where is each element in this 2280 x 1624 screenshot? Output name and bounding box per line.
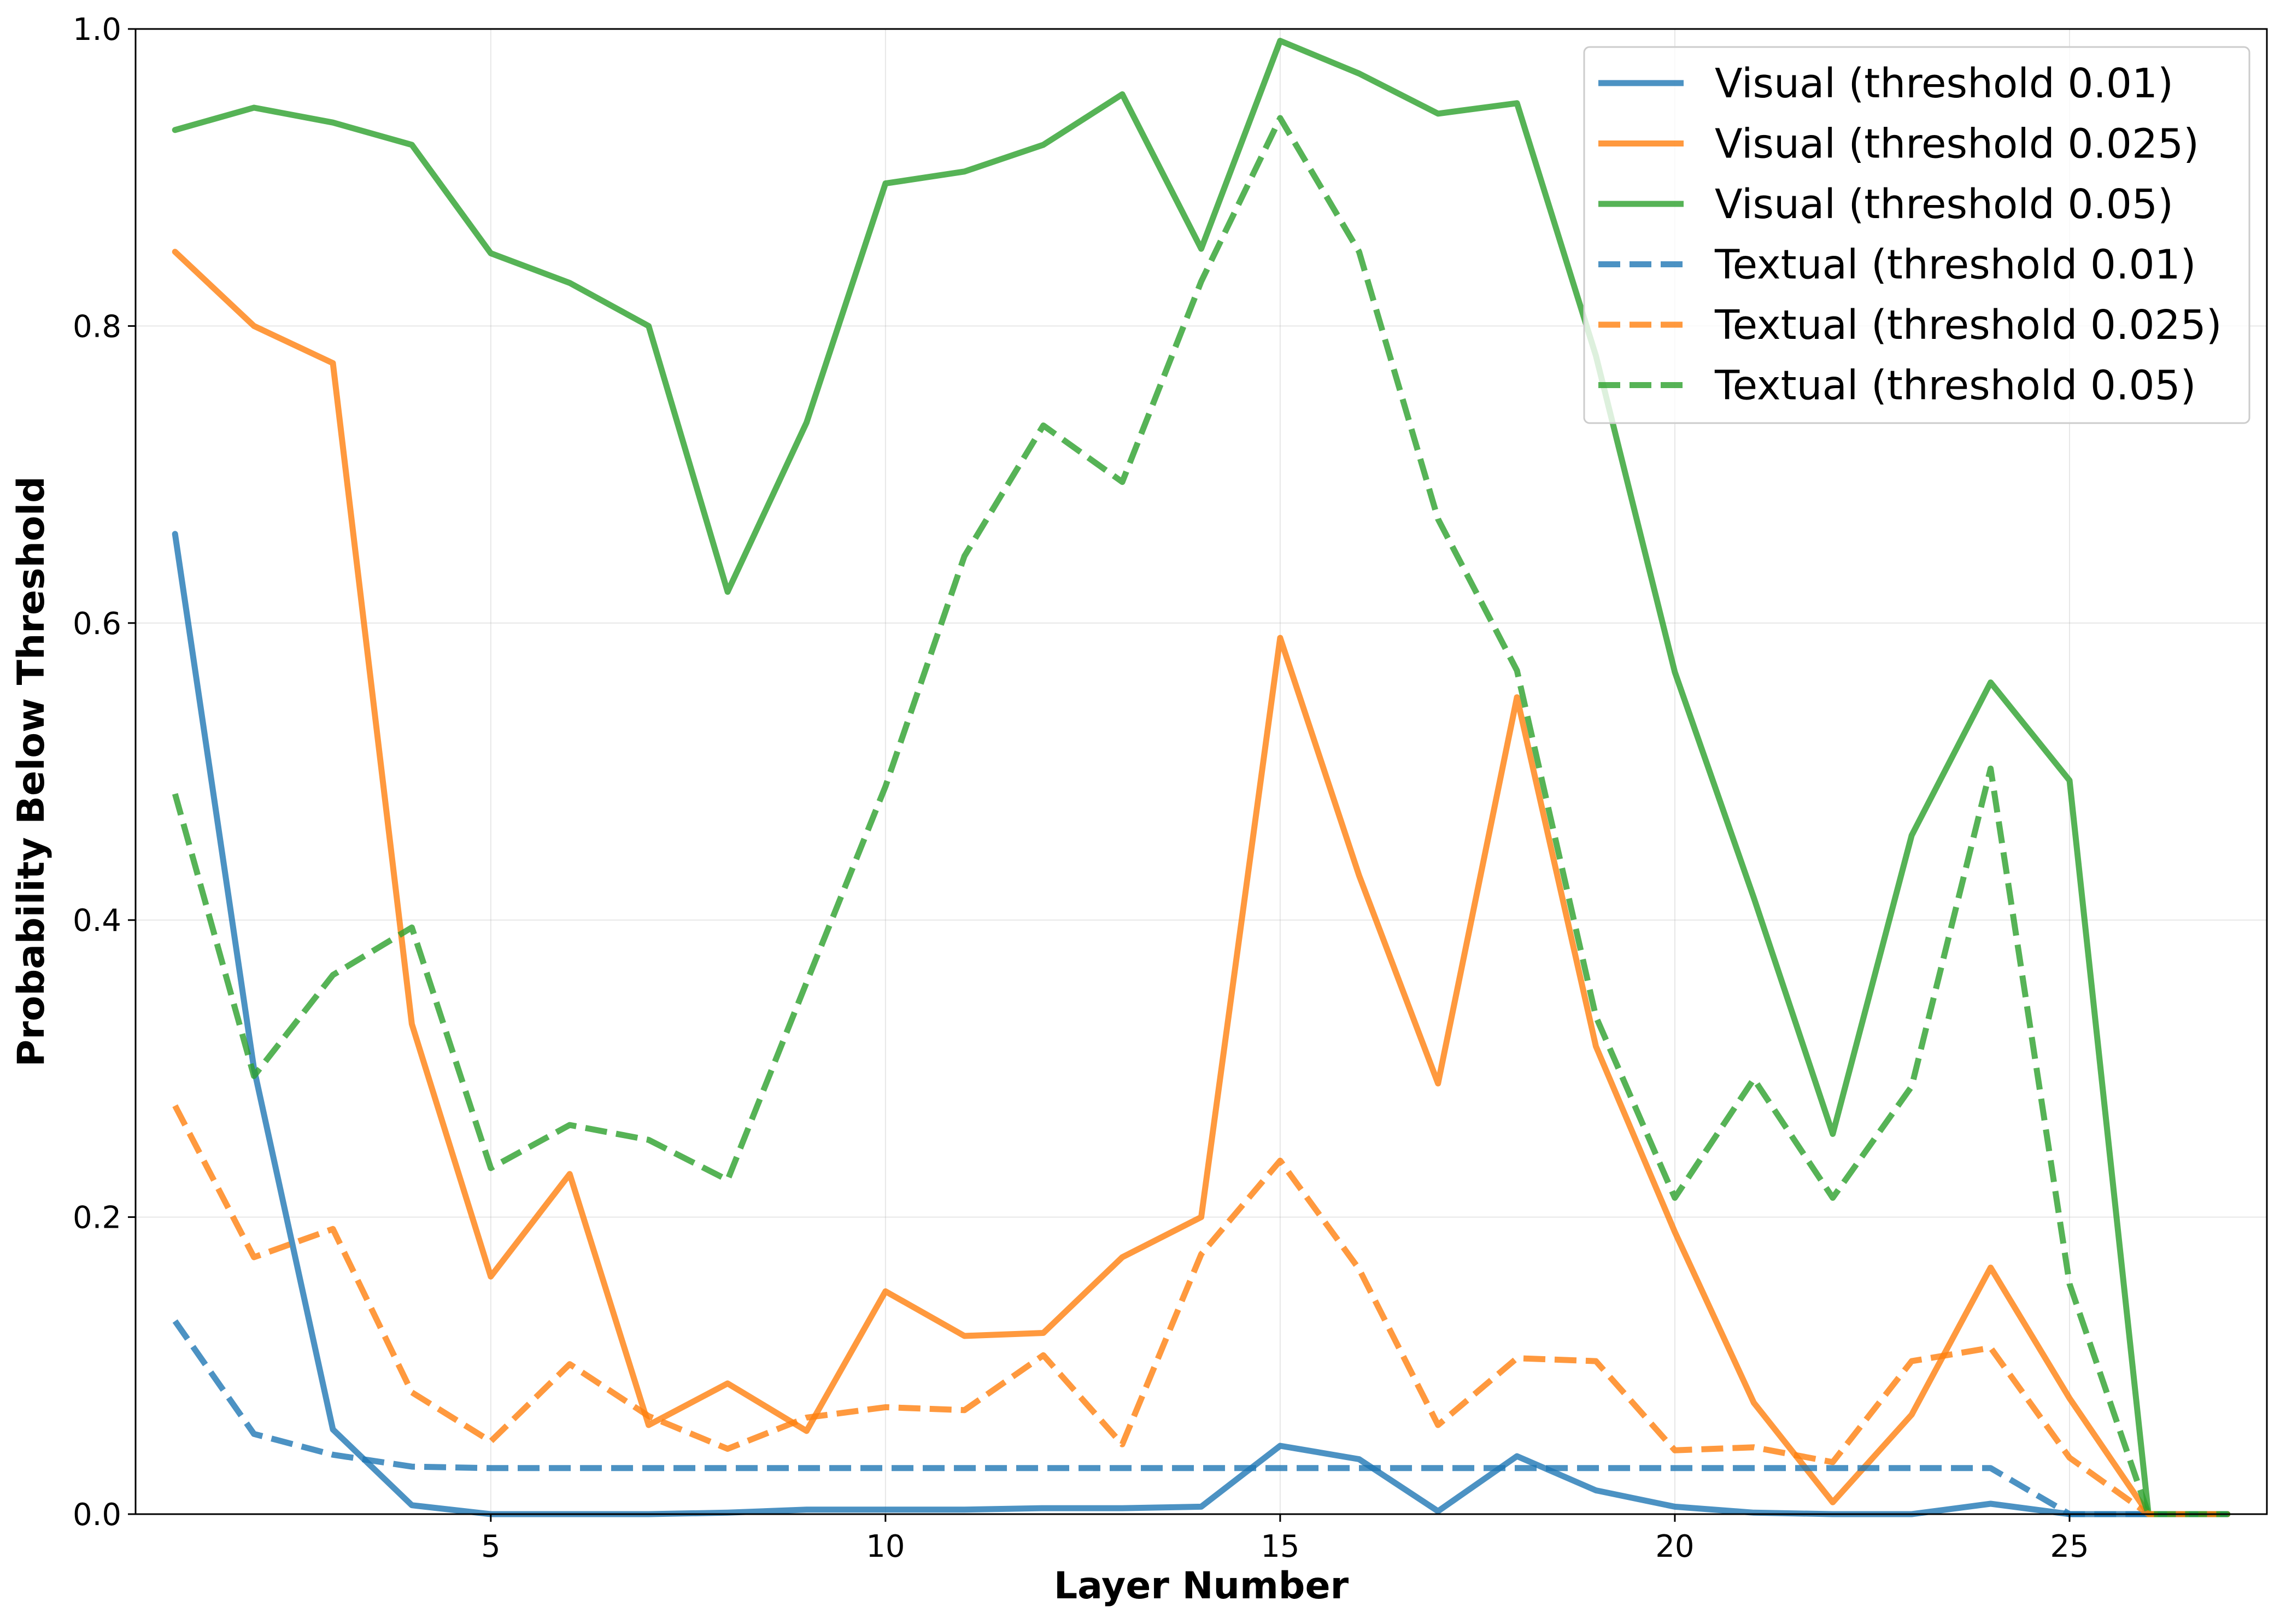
legend-label: Visual (threshold 0.025) bbox=[1715, 121, 2199, 168]
legend-label: Textual (threshold 0.05) bbox=[1714, 362, 2196, 409]
y-tick-label: 0.8 bbox=[73, 309, 121, 344]
x-tick-label: 15 bbox=[1261, 1529, 1299, 1564]
legend-label: Textual (threshold 0.025) bbox=[1714, 302, 2222, 349]
legend-label: Visual (threshold 0.05) bbox=[1715, 181, 2173, 228]
x-tick-label: 5 bbox=[481, 1529, 501, 1564]
axis-ticks: 5 10 15 20 25 0.0 0.2 0.4 0.6 0.8 1.0 bbox=[73, 12, 2089, 1564]
series-line-textual-threshold-0-025 bbox=[172, 1104, 2228, 1517]
series-line-visual-threshold-0-025 bbox=[172, 249, 2231, 1517]
x-axis-title: Layer Number bbox=[1054, 1564, 1349, 1608]
y-tick-label: 0.2 bbox=[73, 1200, 121, 1236]
y-tick-label: 0.6 bbox=[73, 606, 121, 642]
y-tick-label: 0.0 bbox=[73, 1497, 121, 1533]
y-tick-label: 1.0 bbox=[73, 12, 121, 48]
plot-frame bbox=[134, 28, 2268, 1515]
legend-box bbox=[1583, 46, 2250, 424]
y-axis-title: Probability Below Threshold bbox=[10, 476, 53, 1066]
y-tick-label: 0.4 bbox=[73, 903, 121, 939]
legend: Visual (threshold 0.01) Visual (threshold… bbox=[1583, 46, 2250, 424]
x-tick-label: 20 bbox=[1655, 1529, 1694, 1564]
x-tick-label: 25 bbox=[2050, 1529, 2089, 1564]
legend-label: Visual (threshold 0.01) bbox=[1715, 60, 2173, 107]
legend-label: Textual (threshold 0.01) bbox=[1714, 242, 2196, 289]
series-line-textual-threshold-0-05 bbox=[172, 115, 2228, 1517]
series-line-visual-threshold-0-05 bbox=[172, 38, 2231, 1517]
x-tick-label: 10 bbox=[866, 1529, 905, 1564]
